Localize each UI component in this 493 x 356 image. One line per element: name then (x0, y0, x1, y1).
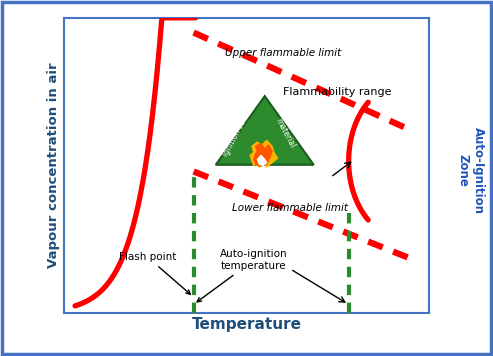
Text: Upper flammable limit: Upper flammable limit (225, 48, 341, 58)
Text: Oxygen: Oxygen (250, 176, 280, 185)
Text: Flammable
material: Flammable material (271, 107, 308, 154)
Text: Flash point: Flash point (119, 252, 190, 294)
X-axis label: Temperature: Temperature (191, 318, 302, 333)
Text: Auto-Ignition
Zone: Auto-Ignition Zone (457, 127, 485, 214)
Text: Lower flammable limit: Lower flammable limit (232, 203, 348, 213)
Polygon shape (257, 155, 267, 166)
Y-axis label: Vapour concentration in air: Vapour concentration in air (47, 63, 60, 268)
Polygon shape (216, 96, 314, 165)
Polygon shape (254, 143, 272, 166)
Text: Flammability range: Flammability range (283, 87, 392, 97)
Text: Auto-ignition
temperature: Auto-ignition temperature (197, 249, 287, 302)
Text: Ignition source: Ignition source (221, 104, 256, 158)
Polygon shape (250, 140, 278, 167)
